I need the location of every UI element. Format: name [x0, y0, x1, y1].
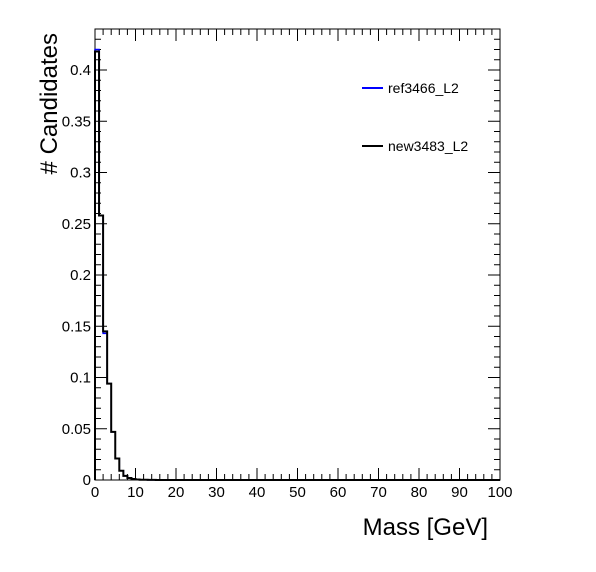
x-tick-label: 0	[91, 484, 99, 501]
x-axis-title: Mass [GeV]	[363, 514, 488, 541]
y-tick-label: 0.15	[62, 318, 91, 335]
x-tick-label: 70	[370, 484, 387, 501]
x-tick-label: 80	[411, 484, 428, 501]
legend-label-new3483_L2: new3483_L2	[388, 138, 468, 154]
x-tick-label: 60	[330, 484, 347, 501]
x-tick-label: 20	[168, 484, 185, 501]
series-line-new3483_L2	[94, 50, 500, 481]
y-tick-label: 0.2	[70, 267, 91, 284]
y-tick-label: 0.25	[62, 216, 91, 233]
x-tick-label: 30	[208, 484, 225, 501]
y-tick-label: 0.3	[70, 165, 91, 182]
y-axis-title: # Candidates	[36, 33, 63, 174]
series-layer	[94, 48, 500, 481]
legend-label-ref3466_L2: ref3466_L2	[388, 80, 459, 96]
x-tick-label: 100	[487, 484, 512, 501]
tick-labels-layer: 0 10 20 30 40 50 60 70 80 90 100 0 0.05 0.1 0.15 0.2 0.2…	[62, 62, 513, 501]
y-tick-label: 0.4	[70, 62, 91, 79]
y-tick-label: 0.35	[62, 113, 91, 130]
x-tick-label: 10	[127, 484, 144, 501]
x-tick-label: 50	[289, 484, 306, 501]
x-tick-label: 90	[451, 484, 468, 501]
y-tick-label: 0	[83, 472, 91, 489]
legend: ref3466_L2 new3483_L2	[362, 80, 468, 154]
y-tick-label: 0.1	[70, 370, 91, 387]
x-tick-label: 40	[249, 484, 266, 501]
y-tick-label: 0.05	[62, 421, 91, 438]
